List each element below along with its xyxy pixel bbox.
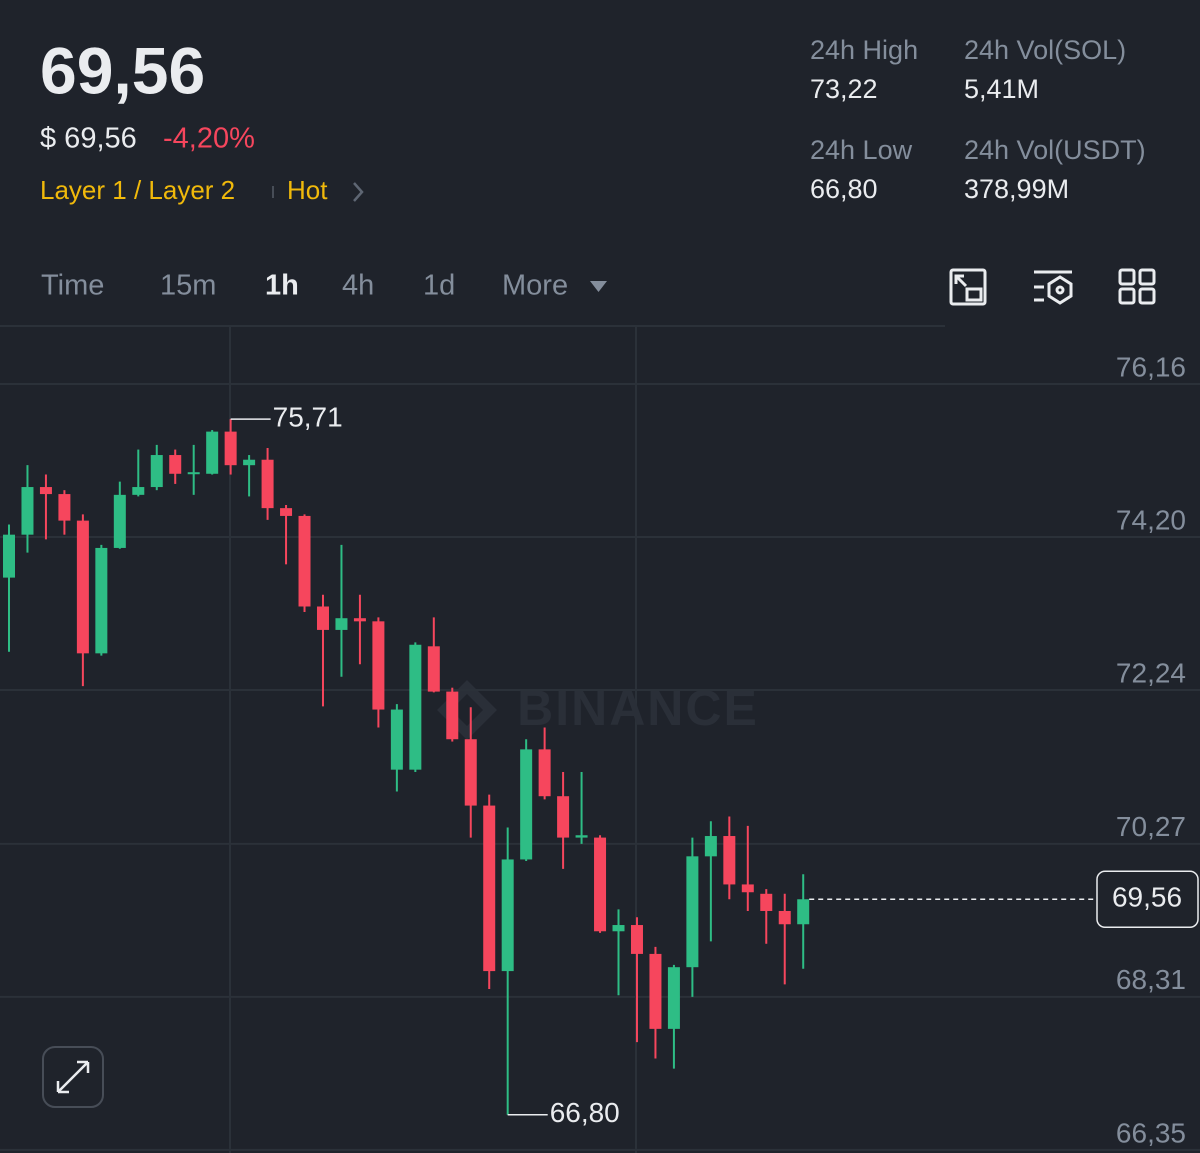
candle-body <box>575 835 588 838</box>
candle-body <box>723 836 736 885</box>
candle-body <box>409 644 422 770</box>
y-tick-label: 66,35 <box>1116 1117 1186 1148</box>
stat-label: 24h High <box>810 35 918 65</box>
stat-value: 5,41M <box>964 74 1039 104</box>
candle-body <box>187 472 200 475</box>
candle-body <box>261 459 274 509</box>
candle-body <box>95 547 108 654</box>
candle-body <box>316 606 329 630</box>
chevron[interactable] <box>353 182 364 202</box>
candle-body <box>797 899 810 925</box>
candle-body <box>612 925 625 932</box>
watermark-text: BINANCE <box>517 680 759 736</box>
candle-body <box>741 884 754 893</box>
candle-body <box>427 646 440 692</box>
stat-value: 66,80 <box>810 174 878 204</box>
candle-body <box>538 749 551 797</box>
stat-value: 73,22 <box>810 74 878 104</box>
candle-body <box>390 709 403 770</box>
candle-body <box>298 515 311 607</box>
indicator-icon[interactable] <box>1034 270 1073 305</box>
dropdown-arrow[interactable] <box>590 281 607 292</box>
fullscreen-button[interactable] <box>42 1046 104 1108</box>
stat-label: 24h Low <box>810 135 913 165</box>
expand-icon[interactable] <box>56 1060 90 1094</box>
candle-body <box>353 618 366 622</box>
extreme-label: 75,71 <box>273 402 343 433</box>
candle-body <box>704 836 717 857</box>
candle-body <box>150 455 163 488</box>
layout-icon[interactable] <box>1118 268 1156 305</box>
y-tick-label: 68,31 <box>1116 964 1186 995</box>
candle-body <box>464 739 477 806</box>
candle-body <box>760 893 773 911</box>
candle-body <box>169 455 182 474</box>
candle-body <box>649 953 662 1029</box>
candle-body <box>501 859 514 972</box>
y-tick-label: 76,16 <box>1116 351 1186 382</box>
y-tick-label: 74,20 <box>1116 504 1186 535</box>
timeframe-tab[interactable]: 1d <box>423 270 455 302</box>
stat-value: 378,99M <box>964 174 1069 204</box>
stat-label: 24h Vol(SOL) <box>964 35 1126 65</box>
y-tick-label: 70,27 <box>1116 811 1186 842</box>
candle-body <box>76 520 89 654</box>
extreme-label: 66,80 <box>550 1097 620 1128</box>
last-price-label: 69,56 <box>1112 882 1182 913</box>
last-price-box <box>1096 870 1199 929</box>
timeframe-tab[interactable]: More <box>502 270 568 302</box>
candle-body <box>39 487 52 495</box>
candle-body <box>3 534 15 578</box>
candle-body <box>280 508 293 516</box>
candle-body <box>483 805 496 972</box>
price-change: -4,20% <box>163 123 255 155</box>
timeframe-tab[interactable]: 4h <box>342 270 374 302</box>
price: 69,56 <box>40 33 205 107</box>
candle-body <box>224 431 237 466</box>
candle-body <box>557 796 570 838</box>
timeframe-tab[interactable]: 1h <box>265 270 299 302</box>
candle-body <box>21 487 34 535</box>
candle-body <box>206 431 219 474</box>
candle-body <box>335 618 348 630</box>
candle-body <box>132 487 145 495</box>
sector-tag[interactable]: Layer 1 / Layer 2 <box>40 175 235 205</box>
candle-body <box>667 967 680 1029</box>
timeframe-tab[interactable]: Time <box>41 270 104 302</box>
candle-body <box>520 749 533 860</box>
candle-body <box>372 621 385 710</box>
hot-tag[interactable]: Hot <box>287 175 328 205</box>
usd-price: $ 69,56 <box>40 123 137 155</box>
candle-body <box>113 494 126 548</box>
candle-body <box>630 925 643 954</box>
chart-settings-icon[interactable] <box>949 268 987 306</box>
toolbar-icons <box>949 268 1156 306</box>
stat-label: 24h Vol(USDT) <box>964 135 1146 165</box>
candle-body <box>778 910 791 925</box>
candle-body <box>594 837 607 932</box>
candle-body <box>686 856 699 968</box>
timeframe-tab[interactable]: 15m <box>160 270 216 302</box>
y-tick-label: 72,24 <box>1116 657 1186 688</box>
candle-body <box>243 459 256 466</box>
candle-body <box>446 691 459 740</box>
button-frame[interactable] <box>42 1046 104 1108</box>
candle-body <box>58 494 71 521</box>
